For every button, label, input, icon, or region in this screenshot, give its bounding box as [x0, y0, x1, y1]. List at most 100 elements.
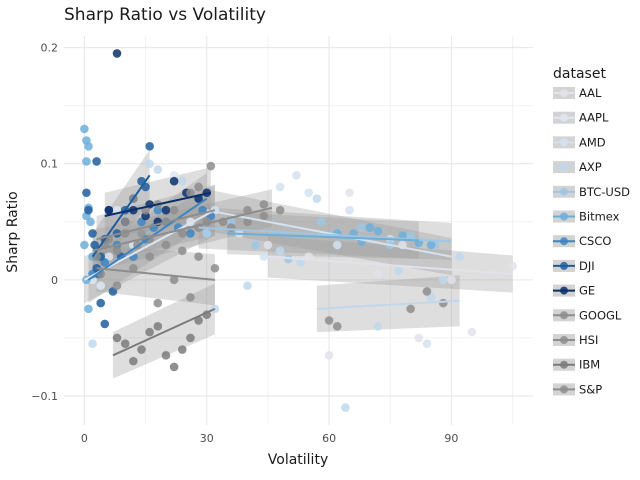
data-point: [422, 287, 432, 296]
data-point: [324, 316, 334, 325]
legend: dataset AAL AAPL AMD AXP BTC-USD Bitmex CSCO DJ…: [553, 66, 630, 396]
data-point: [96, 281, 106, 290]
data-point: [467, 327, 477, 337]
data-point: [177, 229, 187, 238]
data-point: [88, 339, 97, 349]
data-point: [145, 327, 154, 337]
data-point: [104, 205, 114, 215]
data-point: [345, 205, 354, 215]
trend-line: [227, 232, 419, 242]
trend-line: [316, 299, 460, 310]
data-point: [177, 345, 187, 354]
data-point: [373, 226, 383, 236]
data-point: [145, 159, 154, 169]
y-axis-ticks: −0.1 0 0.1 0.2: [31, 42, 58, 403]
data-point: [194, 182, 203, 192]
data-point: [96, 298, 106, 308]
data-point: [508, 261, 517, 271]
legend-label: S&P: [579, 382, 602, 396]
x-tick-label: 0: [81, 432, 88, 445]
data-point: [251, 240, 260, 250]
trend-line: [104, 191, 212, 217]
legend-label: IBM: [579, 358, 600, 372]
trend-line: [267, 255, 513, 276]
data-point: [414, 333, 424, 343]
x-tick-label: 90: [444, 432, 458, 445]
legend-key-point: [560, 138, 568, 147]
data-point: [177, 246, 187, 256]
trend-line: [112, 307, 216, 357]
data-point: [177, 176, 187, 186]
data-point: [259, 252, 269, 261]
data-point: [332, 321, 342, 331]
legend-key-point: [560, 261, 568, 270]
data-point: [153, 298, 163, 308]
legend-label: CSCO: [579, 234, 611, 248]
data-point: [100, 319, 110, 329]
confidence-band: [206, 189, 452, 276]
data-point: [438, 298, 448, 308]
data-point: [186, 292, 195, 302]
legend-key-point: [560, 113, 568, 122]
data-point: [373, 269, 383, 279]
data-point: [365, 223, 375, 232]
legend-key-point: [560, 237, 568, 246]
y-tick-label: 0.1: [41, 158, 59, 171]
data-point: [86, 217, 95, 227]
x-tick-label: 30: [200, 432, 214, 445]
data-point: [259, 200, 269, 209]
data-point: [357, 223, 367, 232]
data-point: [120, 339, 130, 349]
data-point: [84, 304, 93, 314]
data-point: [92, 157, 101, 166]
y-tick-label: −0.1: [31, 390, 58, 403]
data-point: [112, 246, 122, 256]
data-point: [447, 275, 456, 285]
x-axis-ticks: 0 30 60 90: [81, 432, 459, 445]
data-point: [263, 240, 273, 250]
data-point: [82, 157, 91, 166]
data-point: [438, 275, 448, 285]
data-point: [112, 49, 122, 58]
data-point: [169, 176, 179, 186]
legend-title: dataset: [553, 66, 606, 82]
trend-line: [92, 206, 273, 252]
legend-label: DJI: [579, 259, 595, 273]
legend-key-point: [560, 286, 568, 295]
chart-title: Sharp Ratio vs Volatility: [64, 5, 266, 25]
trend-line: [96, 209, 216, 241]
data-point: [316, 217, 326, 227]
data-point: [341, 403, 350, 412]
legend-key-point: [560, 385, 568, 394]
data-point: [161, 351, 171, 360]
trend-line: [206, 209, 452, 258]
data-point: [243, 217, 252, 227]
legend-key-point: [560, 212, 568, 221]
data-point: [145, 142, 154, 151]
data-point: [292, 171, 301, 180]
data-point: [259, 211, 269, 221]
legend-key-point: [560, 89, 568, 97]
data-point: [169, 362, 179, 372]
data-point: [275, 246, 285, 256]
data-point: [161, 240, 171, 250]
data-point: [186, 188, 195, 198]
legend-label: GE: [579, 284, 595, 298]
data-point: [112, 333, 122, 343]
data-point: [426, 240, 436, 250]
data-point: [394, 266, 403, 275]
data-point: [275, 205, 285, 215]
legend-label: GOOGL: [579, 308, 622, 322]
data-point: [80, 240, 89, 250]
trend-line: [87, 197, 208, 281]
data-point: [226, 223, 236, 232]
data-point: [243, 281, 252, 290]
data-point: [210, 263, 220, 273]
data-point: [153, 321, 163, 331]
data-point: [332, 240, 342, 250]
data-point: [422, 339, 432, 349]
data-point: [194, 252, 203, 261]
data-point: [406, 231, 415, 241]
data-point: [312, 194, 322, 203]
data-point: [145, 252, 154, 261]
